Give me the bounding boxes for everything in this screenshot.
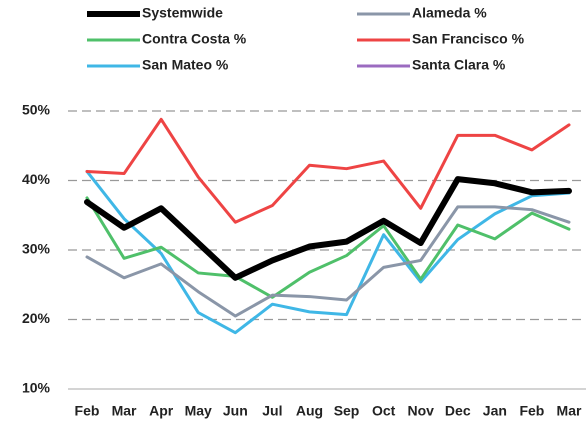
legend-label: San Mateo % [142, 57, 229, 73]
x-tick-label: Mar [557, 403, 582, 419]
y-tick-label: 20% [22, 310, 51, 326]
y-tick-label: 50% [22, 102, 51, 118]
x-tick-label: Jan [483, 403, 507, 419]
legend-label: Alameda % [412, 5, 487, 21]
y-tick-label: 30% [22, 241, 51, 257]
series-line [85, 205, 571, 318]
x-tick-label: Feb [75, 403, 100, 419]
series-line [85, 196, 571, 299]
legend-label: Contra Costa % [142, 31, 247, 47]
x-tick-label: Aug [296, 403, 323, 419]
legend-label: Systemwide [142, 5, 223, 21]
x-tick-label: Oct [372, 403, 396, 419]
series-line [85, 169, 571, 335]
x-tick-label: Jul [262, 403, 282, 419]
y-tick-label: 40% [22, 171, 51, 187]
x-tick-label: May [185, 403, 212, 419]
x-tick-label: Jun [223, 403, 248, 419]
x-tick-label: Feb [519, 403, 544, 419]
legend-label: Santa Clara % [412, 57, 506, 73]
series-line [84, 176, 572, 281]
legend-label: San Francisco % [412, 31, 525, 47]
y-tick-label: 10% [22, 380, 51, 396]
x-tick-label: Apr [149, 403, 174, 419]
x-tick-label: Nov [407, 403, 434, 419]
series-line [85, 117, 571, 224]
x-tick-label: Dec [445, 403, 471, 419]
x-tick-label: Mar [112, 403, 137, 419]
x-tick-label: Sep [334, 403, 360, 419]
